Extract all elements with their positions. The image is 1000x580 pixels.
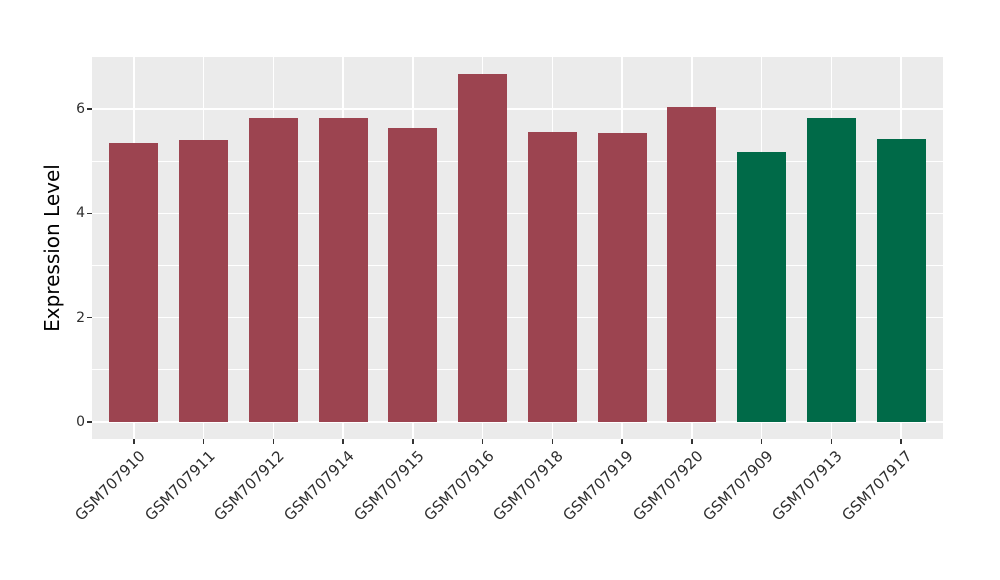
x-tick-mark-GSM707916 [481, 439, 484, 444]
x-tick-mark-GSM707918 [551, 439, 554, 444]
x-tick-label-GSM707914: GSM707914 [280, 447, 358, 525]
x-tick-label-GSM707912: GSM707912 [210, 447, 289, 525]
bar-GSM707919 [597, 133, 647, 422]
y-tick-mark-4 [87, 212, 92, 215]
x-tick-mark-GSM707911 [202, 439, 205, 444]
bar-GSM707913 [806, 118, 856, 422]
bar-GSM707910 [109, 142, 159, 422]
x-tick-label-GSM707917: GSM707917 [838, 447, 916, 525]
x-tick-label-GSM707916: GSM707916 [420, 447, 498, 525]
x-tick-label-GSM707918: GSM707918 [489, 447, 568, 525]
gridline-minor-y-1 [92, 369, 943, 371]
bar-GSM707918 [527, 132, 577, 422]
x-tick-mark-GSM707917 [900, 439, 902, 444]
gridline-minor-y-3 [92, 264, 943, 266]
bar-GSM707916 [458, 73, 508, 422]
gridline-major-y-6 [92, 108, 943, 110]
x-tick-mark-GSM707915 [412, 439, 414, 444]
x-tick-label-GSM707915: GSM707915 [350, 447, 428, 525]
x-tick-label-GSM707919: GSM707919 [559, 447, 637, 525]
x-tick-label-GSM707909: GSM707909 [699, 447, 777, 525]
x-tick-mark-GSM707914 [342, 439, 344, 444]
y-axis-title: Expression Level [40, 164, 64, 332]
bar-GSM707917 [876, 139, 926, 422]
x-tick-mark-GSM707919 [621, 439, 623, 444]
bar-GSM707912 [248, 117, 298, 422]
gridline-major-y-4 [92, 212, 943, 215]
x-tick-mark-GSM707912 [272, 439, 275, 444]
x-tick-mark-GSM707910 [133, 439, 135, 444]
y-tick-label-0: 0 [76, 413, 85, 430]
y-tick-mark-0 [87, 421, 92, 423]
bar-GSM707909 [737, 151, 787, 422]
y-tick-label-2: 2 [76, 309, 85, 326]
y-tick-label-4: 4 [76, 205, 85, 222]
x-tick-label-GSM707911: GSM707911 [140, 447, 219, 525]
x-tick-mark-GSM707920 [691, 439, 693, 444]
gridline-minor-y-5 [92, 160, 943, 162]
x-tick-label-GSM707920: GSM707920 [629, 447, 707, 525]
x-tick-label-GSM707910: GSM707910 [71, 447, 149, 525]
bar-GSM707920 [667, 106, 717, 422]
plot-panel [92, 57, 943, 439]
x-tick-label-GSM707913: GSM707913 [768, 447, 847, 525]
bar-GSM707914 [318, 118, 368, 422]
x-tick-mark-GSM707913 [830, 439, 833, 444]
bar-GSM707915 [388, 127, 438, 422]
gridline-major-y-0 [92, 421, 943, 423]
y-tick-label-6: 6 [76, 101, 85, 118]
x-tick-mark-GSM707909 [760, 439, 763, 444]
gridline-major-y-2 [92, 316, 943, 319]
y-tick-mark-6 [87, 108, 92, 110]
y-tick-mark-2 [87, 316, 92, 319]
bar-GSM707911 [179, 139, 228, 422]
